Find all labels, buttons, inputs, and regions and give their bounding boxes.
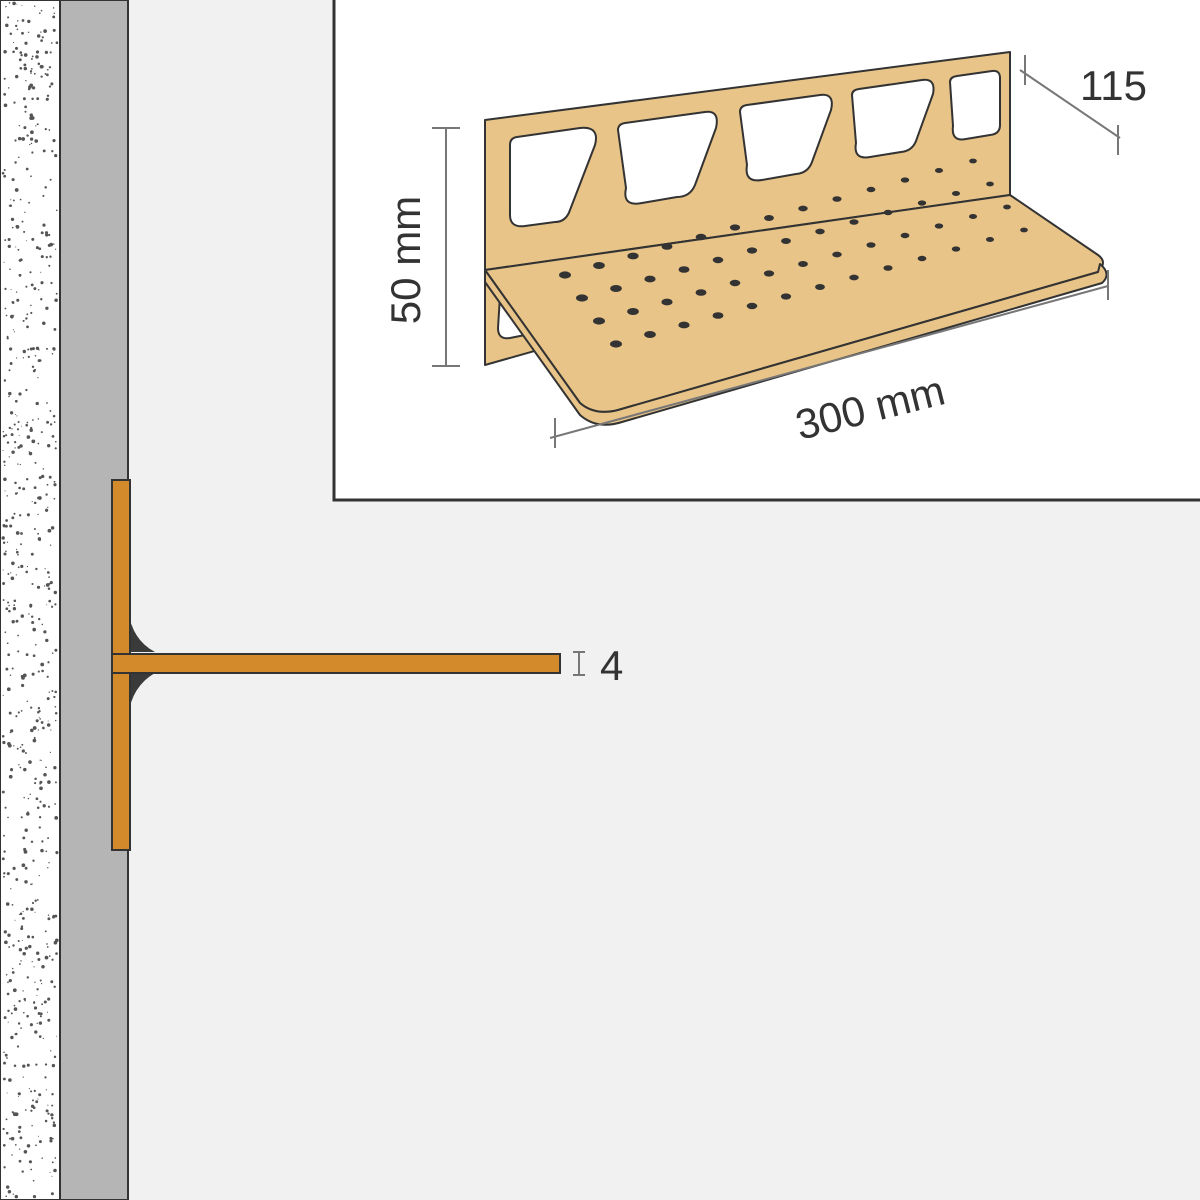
shelf-horizontal bbox=[112, 654, 560, 673]
thickness-label: 4 bbox=[600, 642, 623, 689]
inset-panel: 50 mm 300 mm 115 bbox=[334, 0, 1200, 500]
technical-diagram: 4 bbox=[0, 0, 1200, 1200]
dim-depth-label: 115 bbox=[1080, 62, 1147, 109]
dim-height-label: 50 mm bbox=[382, 196, 429, 324]
